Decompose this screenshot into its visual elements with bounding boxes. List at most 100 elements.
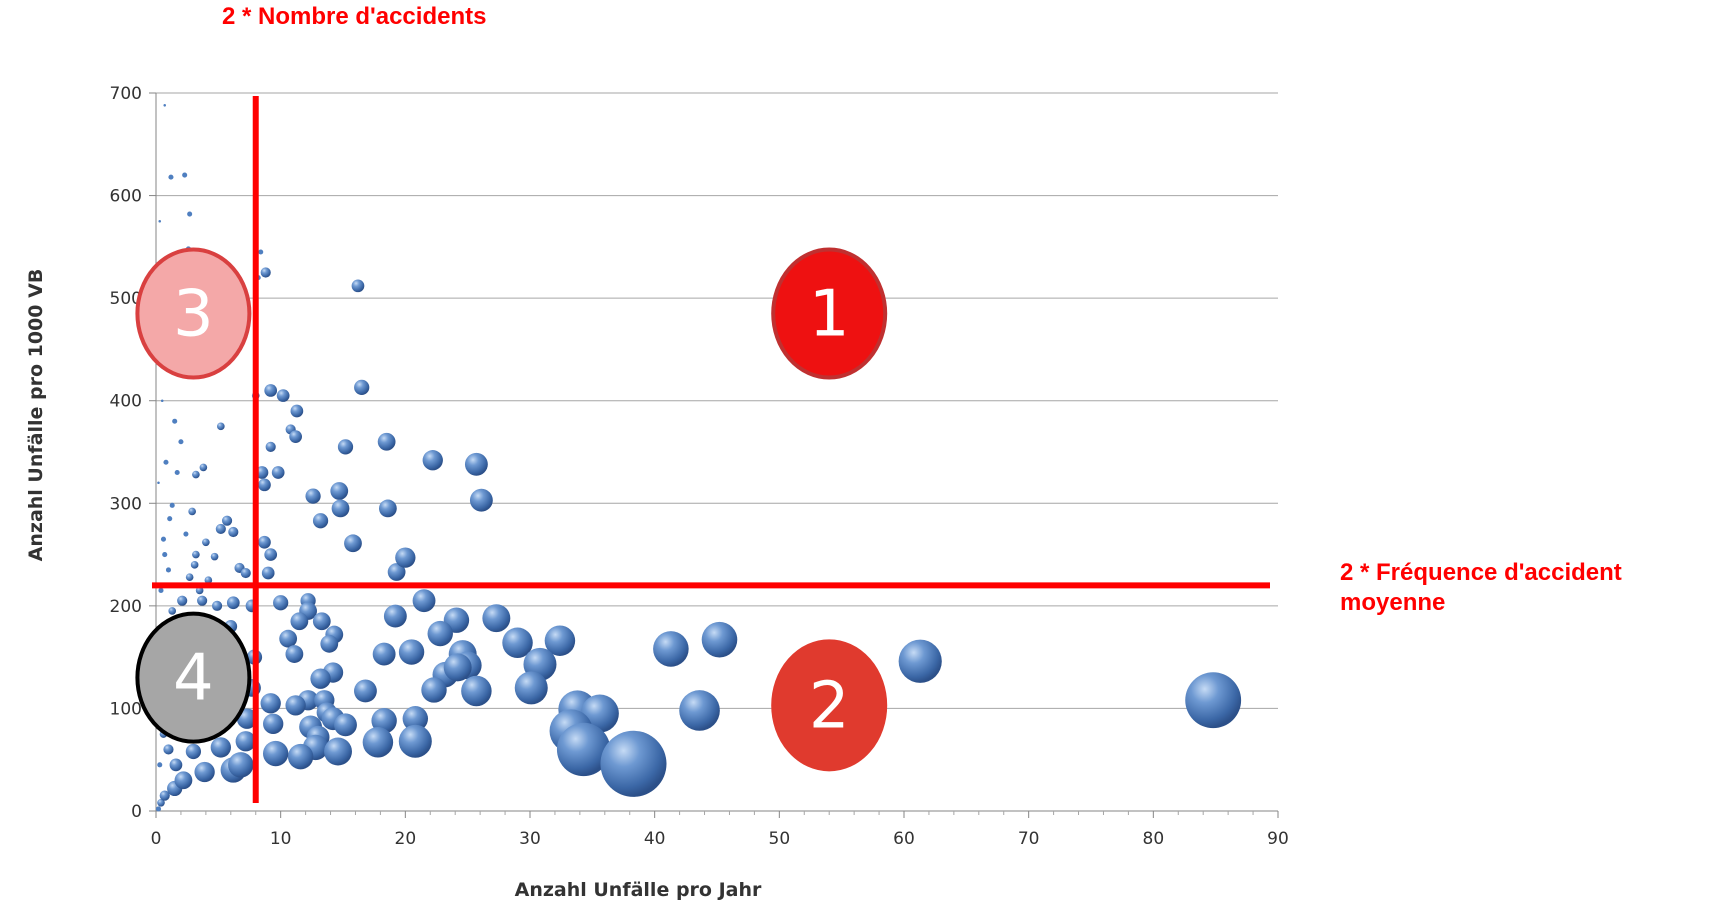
bubble-point [199,463,208,472]
bubble-point [157,762,163,768]
x-axis-label: Anzahl Unfälle pro Jahr [515,879,762,901]
bubble-point [155,806,162,812]
bubble-point [334,713,357,737]
bubble-point [422,450,443,471]
bubble-point [331,499,350,518]
quadrant-3-label: 3 [173,278,214,352]
bubble-point [412,589,436,613]
x-tick-labels: 0 10 20 30 40 50 60 70 80 90 [151,829,1289,849]
bubble-point [305,488,321,504]
bubble-point [351,279,365,293]
bubble-point [556,722,611,777]
bubble-point [192,550,200,559]
bubble-point [324,737,352,766]
bubble-point [898,639,942,683]
bubble-point [514,671,548,705]
bubble-point [157,798,165,807]
x-tick-label: 80 [1143,829,1165,849]
bubble-point [182,172,188,178]
y-tick-label: 0 [131,802,142,822]
bubble-point [377,432,396,451]
x-tick-label: 70 [1018,829,1040,849]
bubble-point [258,535,271,549]
quadrant-2-marker [771,639,888,772]
bubble-point [258,478,271,492]
bubble-point [263,713,284,734]
bubble-point [290,404,304,418]
bubble-point [264,384,278,397]
bubble-point [354,379,370,395]
bubble-point [228,526,239,538]
bubble-point [178,439,184,445]
bubble-point [202,538,210,547]
bubble-point [443,653,472,682]
y-tick-label: 700 [110,84,142,104]
x-tick-label: 60 [893,829,915,849]
bubble-point [502,627,533,659]
bubble-point [320,634,339,653]
bubble-point [261,566,275,580]
bubble-point [402,705,429,732]
bubble-point [190,561,199,569]
bubble-point [271,466,285,479]
bubble-point [265,441,276,452]
bubble-point [287,743,314,770]
bubble-point [210,552,219,561]
bubble-point [165,567,172,573]
bubble-point [177,595,188,606]
quadrant-1-marker [771,247,888,380]
bubble-point [255,466,269,479]
x-tick-label: 40 [644,829,666,849]
bubble-point [185,573,194,581]
bubble-point [158,219,162,223]
bubble-point [701,621,738,658]
bubble-point [312,513,329,529]
y-tick-label: 500 [110,289,142,309]
bubble-point [344,534,362,553]
x-tick-label: 20 [395,829,417,849]
x-tick-label: 90 [1267,829,1289,849]
y-axis-label: Anzahl Unfälle pro 1000 VB [25,269,47,562]
bubble-point [285,645,304,663]
quadrant-markers: 1 2 3 4 [135,247,888,772]
quadrant-1-label: 1 [809,278,850,352]
y-tick-label: 200 [110,597,142,617]
x-tick-label: 0 [151,829,162,849]
quadrant-4-label: 4 [173,642,214,716]
bubble-series [155,104,1242,812]
bubble-point [157,481,160,485]
bubble-point [174,771,193,790]
bubble-point [273,595,289,611]
bubble-point [290,612,309,631]
bubble-point [217,422,225,431]
bubble-point [162,552,168,558]
bubble-point [312,612,331,631]
reference-lines [152,96,1270,803]
x-tick-label: 30 [519,829,541,849]
bubble-point [167,516,173,522]
bubble-point [160,536,167,542]
bubble-point [427,620,453,647]
bubble-point [221,515,233,526]
bubble-point [240,567,251,579]
x-tick-label: 50 [769,829,791,849]
bubble-point [262,740,289,767]
bubble-point [289,430,302,443]
bubble-point [215,523,226,535]
bubble-point [172,418,178,424]
bubble-point [544,625,576,656]
bubble-point [195,586,204,595]
vertical-reference-label: 2 * Nombre d'accidents [222,3,487,30]
bubble-point [330,482,349,500]
bubble-point [260,693,281,714]
bubble-point [183,531,189,537]
bubble-point [653,631,689,667]
bubble-point [212,600,223,611]
quadrant-3-marker [135,247,252,380]
bubble-point [469,488,493,512]
bubble-point [464,452,488,476]
bubble-point [482,604,511,633]
y-tick-label: 400 [110,392,142,412]
quadrant-4-marker [135,611,252,744]
